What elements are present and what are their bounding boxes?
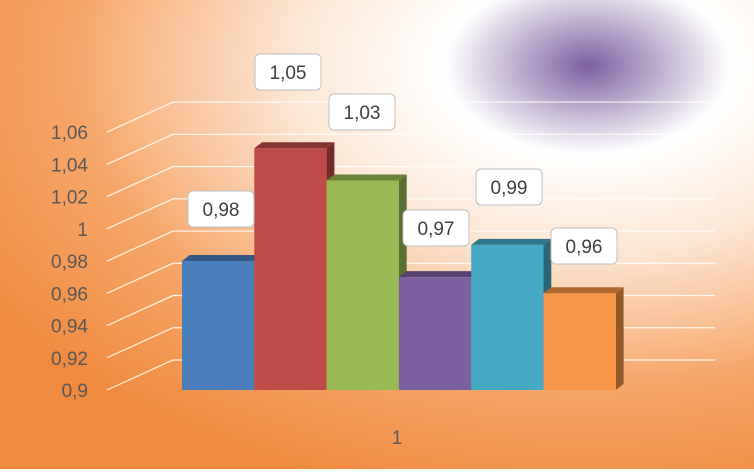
data-label-box-4: [475, 168, 543, 206]
data-label-3: 0,97: [418, 219, 455, 240]
data-labels: 0,98 1,05 1,03 0,97 0,99 0,96: [187, 53, 618, 265]
bar-1: [254, 148, 327, 390]
y-axis-ticks: 0,9 0,92 0,94 0,96 0,98 1 1,02 1,04 1,06: [51, 123, 88, 402]
gridline-6: [106, 165, 715, 198]
y-tick-label: 0,9: [62, 381, 88, 402]
y-tick-label: 1,02: [51, 188, 88, 209]
data-label-box-0: [187, 190, 255, 228]
gridline-7: [106, 133, 715, 165]
data-label-0: 0,98: [203, 200, 240, 221]
bar-2: [326, 180, 399, 390]
bar-4: [471, 244, 544, 390]
y-tick-label: 0,96: [51, 284, 88, 305]
bar-3: [398, 277, 472, 390]
bar-5: [543, 293, 616, 390]
x-tick-label: 1: [392, 428, 403, 449]
y-tick-label: 0,94: [51, 317, 88, 338]
x-axis-ticks: 1: [392, 428, 403, 449]
data-label-1: 1,05: [270, 63, 307, 84]
data-label-box-3: [402, 209, 470, 247]
data-label-2: 1,03: [344, 103, 381, 124]
gridlines: [106, 101, 715, 391]
y-tick-label: 0,92: [51, 349, 88, 370]
data-label-5: 0,96: [566, 237, 603, 258]
bars: [182, 142, 624, 390]
y-tick-label: 1: [77, 220, 88, 241]
bar-top-0: [182, 255, 263, 262]
gridline-8: [106, 101, 715, 133]
y-tick-label: 1,06: [51, 123, 88, 144]
y-tick-label: 0,98: [51, 252, 88, 273]
bar-top-3: [398, 271, 479, 278]
bar-top-2: [326, 174, 407, 181]
bar-top-5: [543, 287, 624, 294]
data-label-4: 0,99: [491, 178, 528, 199]
data-label-box-2: [328, 93, 396, 131]
y-tick-label: 1,04: [51, 155, 88, 176]
bar-0: [182, 261, 255, 390]
gridline-4: [106, 230, 715, 262]
bar-side-5: [615, 287, 624, 390]
bar-top-1: [254, 142, 335, 149]
data-label-box-1: [254, 53, 322, 91]
bar-top-4: [471, 238, 552, 245]
data-label-box-5: [550, 227, 618, 265]
